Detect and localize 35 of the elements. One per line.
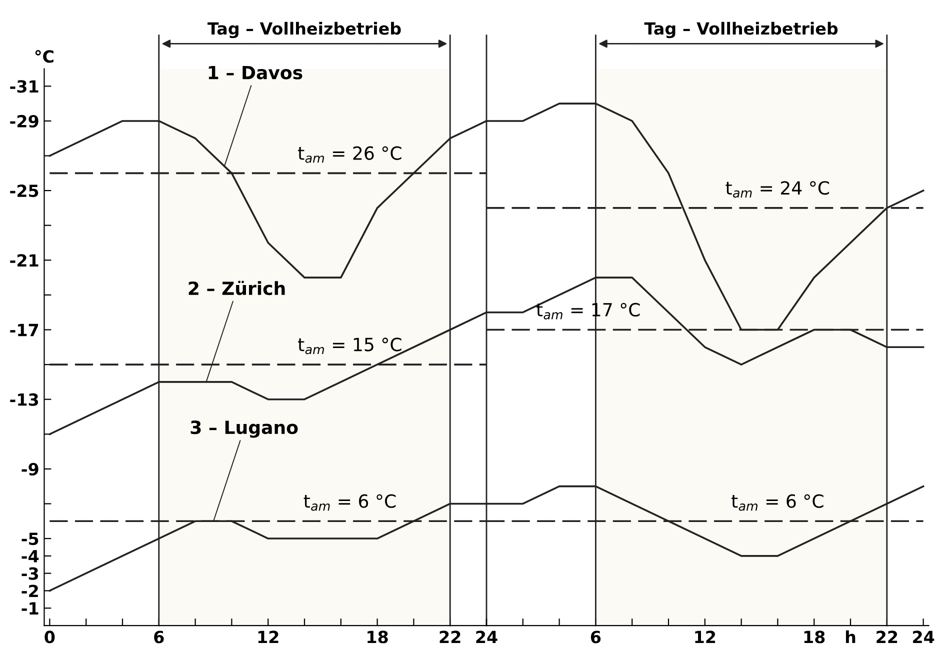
annotation: t$_{am}$ = 6 °C xyxy=(304,494,396,511)
x-tick-label: 18 xyxy=(368,630,388,644)
x-tick-label: 0 xyxy=(44,630,55,644)
x-tick-label: 24 xyxy=(913,630,934,644)
x-tick-label: h xyxy=(846,630,856,644)
annotation: 2 – Zürich xyxy=(188,280,285,296)
x-tick-label: 6 xyxy=(590,630,601,644)
y-tick-label: -9 xyxy=(22,462,38,476)
y-tick-label: -3 xyxy=(22,567,38,580)
y-axis-title: °C xyxy=(35,50,54,63)
y-tick-label: -2 xyxy=(22,584,38,598)
annotation: t$_{am}$ = 26 °C xyxy=(298,146,402,163)
x-tick-label: 24 xyxy=(476,630,498,644)
y-tick-label: -4 xyxy=(22,550,39,562)
annotation: 1 – Davos xyxy=(208,66,302,80)
annotation: 3 – Lugano xyxy=(190,420,298,438)
x-tick-label: 12 xyxy=(695,630,716,644)
y-tick-label: -21 xyxy=(10,254,38,266)
y-tick-label: -13 xyxy=(10,393,38,406)
x-tick-label: 22 xyxy=(440,630,460,644)
y-tick-label: -31 xyxy=(10,80,38,93)
y-tick-label: -17 xyxy=(10,324,38,336)
x-tick-label: 22 xyxy=(876,630,898,644)
x-tick-label: 18 xyxy=(804,630,825,644)
y-tick-label: -5 xyxy=(22,532,38,546)
x-tick-label: 12 xyxy=(258,630,278,644)
x-tick-label: 6 xyxy=(154,630,164,644)
annotation: t$_{am}$ = 15 °C xyxy=(298,338,402,354)
band-label: Tag – Vollheizbetrieb xyxy=(644,22,838,38)
y-tick-label: -29 xyxy=(10,114,38,128)
annotation: t$_{am}$ = 6 °C xyxy=(732,494,824,511)
y-tick-label: -25 xyxy=(10,184,38,198)
y-tick-label: -1 xyxy=(22,602,38,614)
annotation: t$_{am}$ = 24 °C xyxy=(726,181,830,198)
band-label: Tag – Vollheizbetrieb xyxy=(208,22,401,38)
